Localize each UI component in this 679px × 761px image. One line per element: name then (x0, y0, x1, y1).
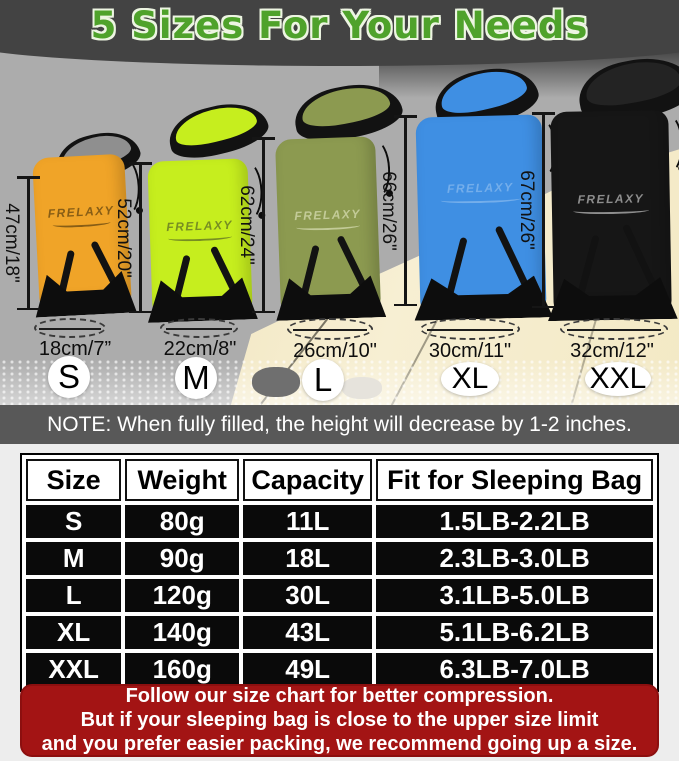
height-label: 67cm/26" (516, 170, 537, 250)
diameter-line (567, 329, 661, 331)
table-row: XXL 160g 49L 6.3LB-7.0LB (26, 653, 653, 686)
table-row: M 90g 18L 2.3LB-3.0LB (26, 542, 653, 575)
size-badge-m: M (175, 357, 217, 399)
diameter-ellipse-s (34, 318, 106, 338)
measure-line (533, 112, 553, 308)
table-header-fit: Fit for Sleeping Bag (376, 459, 653, 501)
size-badge-xxl: XXL (585, 362, 651, 396)
table-cell: 43L (243, 616, 373, 649)
recommendation-line: But if your sleeping bag is close to the… (80, 709, 599, 731)
diameter-line (39, 328, 101, 330)
table-cell: 80g (125, 505, 240, 538)
brand-logo: FRELAXY (552, 191, 670, 215)
table-cell: L (26, 579, 122, 612)
table-header-row: Size Weight Capacity Fit for Sleeping Ba… (26, 459, 653, 501)
measure-line (130, 162, 150, 313)
height-measure-l: 62cm/24" (236, 137, 273, 313)
table-cell: S (26, 505, 122, 538)
table-cell: 5.1LB-6.2LB (376, 616, 653, 649)
height-measure-xl: 66cm/26" (378, 115, 415, 306)
size-badge-l: L (302, 359, 344, 401)
note-bar: NOTE: When fully filled, the height will… (0, 405, 679, 444)
recommendation-line: Follow our size chart for better compres… (125, 685, 554, 707)
diameter-label: 26cm/10" (293, 340, 377, 362)
height-label: 66cm/26" (378, 170, 399, 251)
measure-line (18, 176, 38, 310)
table-row: L 120g 30L 3.1LB-5.0LB (26, 579, 653, 612)
measure-line (253, 137, 273, 313)
diameter-line (293, 329, 367, 331)
table-cell: 1.5LB-2.2LB (376, 505, 653, 538)
size-chart-table: Size Weight Capacity Fit for Sleeping Ba… (20, 453, 659, 692)
diameter-ellipse-xxl (560, 318, 668, 340)
recommendation-line: and you prefer easier packing, we recomm… (41, 733, 638, 755)
table-header-size: Size (26, 459, 122, 501)
product-photo-area: FRELAXY FRELAXY FRELAXY (0, 49, 679, 409)
table-cell: 18L (243, 542, 373, 575)
table-cell: 3.1LB-5.0LB (376, 579, 653, 612)
bag-bottom-straps (547, 277, 678, 321)
diameter-line (426, 329, 514, 331)
table-header-weight: Weight (125, 459, 240, 501)
table-cell: 30L (243, 579, 373, 612)
table-cell: 120g (125, 579, 240, 612)
diameter-ellipse-xl (420, 318, 520, 340)
table-row: S 80g 11L 1.5LB-2.2LB (26, 505, 653, 538)
diameter-label: 18cm/7” (38, 338, 112, 360)
table-cell: XXL (26, 653, 122, 686)
diameter-label: 22cm/8" (163, 338, 237, 360)
table-cell: 6.3LB-7.0LB (376, 653, 653, 686)
height-measure-m: 52cm/20" (113, 162, 150, 313)
diameter-ellipse-m (160, 318, 238, 338)
height-label: 47cm/18" (1, 203, 22, 283)
table-cell: 90g (125, 542, 240, 575)
camp-gear-blob (252, 367, 300, 397)
table-header-capacity: Capacity (243, 459, 373, 501)
height-measure-s: 47cm/18" (1, 176, 38, 310)
height-label: 62cm/24" (236, 185, 257, 265)
page-title: 5 Sizes For Your Needs (90, 4, 589, 47)
size-badge-s: S (48, 356, 90, 398)
size-badge-xl: XL (441, 362, 499, 396)
table-cell: 11L (243, 505, 373, 538)
recommendation-banner: Follow our size chart for better compres… (20, 684, 659, 757)
table-cell: 160g (125, 653, 240, 686)
table-cell: M (26, 542, 122, 575)
height-label: 52cm/20" (113, 197, 134, 278)
camp-gear-blob (342, 377, 382, 399)
diameter-ellipse-l (287, 318, 373, 340)
height-measure-xxl: 67cm/26" (516, 112, 553, 308)
measure-line (395, 115, 415, 306)
table-row: XL 140g 43L 5.1LB-6.2LB (26, 616, 653, 649)
drawstring-cord (652, 113, 679, 175)
title-bar (0, 0, 679, 50)
diameter-line (165, 328, 233, 330)
bag-body: FRELAXY (550, 109, 679, 314)
diameter-label: 32cm/12" (570, 340, 654, 362)
table-cell: 2.3LB-3.0LB (376, 542, 653, 575)
diameter-label: 30cm/11" (428, 340, 512, 362)
table-cell: 140g (125, 616, 240, 649)
table-cell: 49L (243, 653, 373, 686)
table-cell: XL (26, 616, 122, 649)
